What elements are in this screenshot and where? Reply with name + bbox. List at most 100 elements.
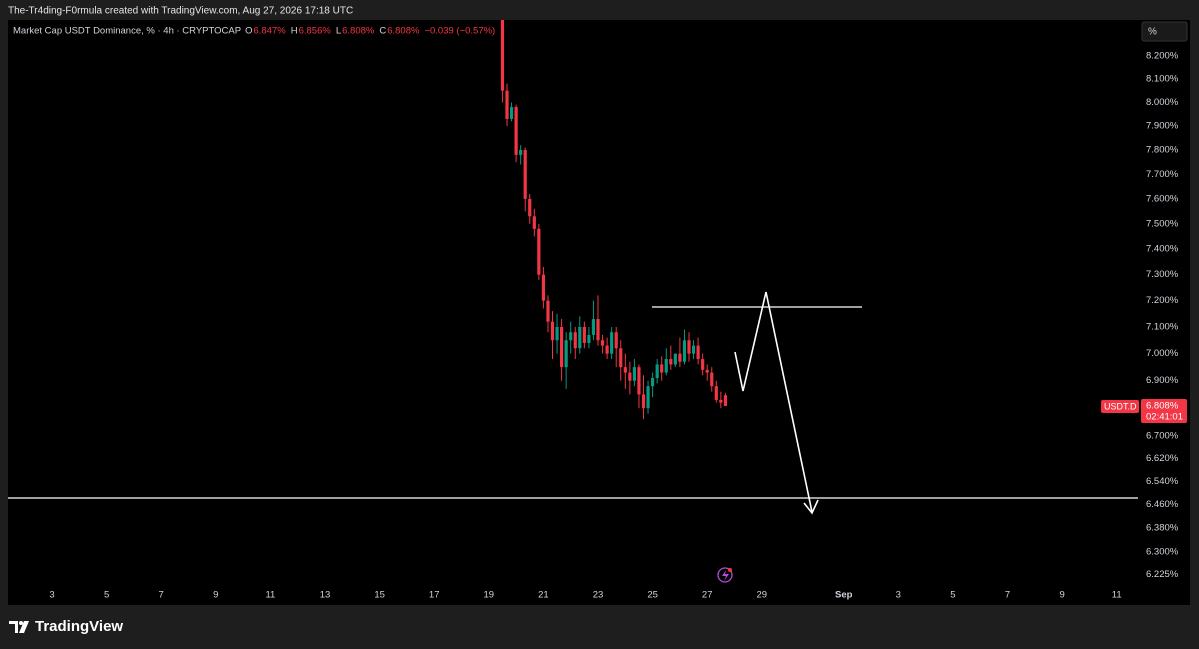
y-tick-label: 6.700% (1146, 431, 1179, 442)
scale-mode-button[interactable] (1141, 21, 1188, 42)
legend: Market Cap USDT Dominance, % · 4h · CRYP… (13, 26, 495, 37)
candle-body (578, 326, 582, 349)
candle-body (605, 345, 609, 354)
x-tick-label: 9 (213, 590, 218, 601)
legend-l: L (336, 26, 341, 37)
attribution: The-Tr4ding-F0rmula created with Trading… (8, 6, 353, 17)
x-tick-label: 15 (374, 590, 385, 601)
countdown: 02:41:01 (1146, 412, 1183, 423)
candle-body (614, 332, 618, 349)
candle-body (532, 216, 536, 229)
symbol-tag-bg (1101, 400, 1139, 413)
y-tick-label: 7.400% (1146, 244, 1179, 255)
x-tick-label: 5 (950, 590, 955, 601)
x-tick-label: 11 (265, 590, 275, 601)
chart-background (8, 20, 1190, 605)
x-tick-label: 9 (1059, 590, 1064, 601)
x-tick-label: 7 (1005, 590, 1010, 601)
candle-body (505, 90, 509, 119)
y-tick-label: 6.225% (1146, 569, 1179, 580)
candle-body (682, 340, 687, 362)
y-tick-label: 6.380% (1146, 523, 1179, 534)
arrow-head (803, 499, 819, 515)
candle-body (714, 386, 718, 400)
candle-body (632, 367, 636, 381)
y-tick-label: 8.000% (1146, 97, 1179, 108)
candle-body (719, 399, 723, 403)
candle-body (696, 345, 700, 360)
plot-area (8, 20, 1138, 583)
candle-body (523, 150, 527, 199)
x-tick-label: 23 (593, 590, 604, 601)
y-tick-label: 7.300% (1146, 269, 1179, 280)
candle-body (587, 334, 591, 343)
candle-body (582, 326, 586, 343)
brand: TradingView (35, 618, 123, 635)
legend-symbol: Market Cap USDT Dominance, % · 4h · CRYP… (13, 26, 241, 37)
x-tick-label: 11 (1112, 590, 1122, 601)
candle-body (600, 340, 605, 346)
candle-body (651, 378, 655, 387)
legend-close: 6.808% (387, 26, 420, 37)
candle-body (669, 359, 673, 365)
candle-body (514, 107, 518, 155)
candle-body (564, 340, 568, 368)
candle-body (705, 369, 709, 373)
legend-o: O (245, 26, 252, 37)
candle-body (550, 321, 555, 341)
candle-body (541, 274, 546, 301)
brand-logo (9, 621, 29, 633)
candle-body (519, 150, 523, 155)
x-tick-label: 13 (320, 590, 331, 601)
legend-h: H (291, 26, 298, 37)
candle-body (664, 359, 668, 373)
candle-body (691, 345, 696, 354)
event-dot (728, 568, 732, 572)
y-tick-label: 7.700% (1146, 169, 1179, 180)
y-tick-label: 8.100% (1146, 74, 1179, 85)
candle-body (596, 319, 600, 341)
candle-body (569, 332, 573, 341)
candle-body (555, 326, 559, 341)
candle-body (591, 319, 596, 335)
candle-body (623, 367, 627, 373)
candle-body (546, 300, 550, 322)
candle-body (619, 348, 623, 368)
y-tick-label: 6.620% (1146, 453, 1179, 464)
candle-body (660, 364, 664, 373)
legend-change: −0.039 (−0.57%) (424, 26, 495, 37)
x-tick-label: 27 (702, 590, 713, 601)
y-tick-label: 7.200% (1146, 295, 1179, 306)
candle-body (610, 332, 614, 354)
x-tick-label: 21 (538, 590, 549, 601)
y-tick-label: 6.460% (1146, 499, 1179, 510)
x-tick-label: Sep (835, 590, 853, 601)
candle-body (500, 20, 505, 91)
y-tick-label: 6.540% (1146, 476, 1179, 487)
candle-body (528, 198, 532, 217)
price-tag-bg (1141, 399, 1187, 423)
symbol-tag: USDT.D (1104, 401, 1137, 411)
event-icon-bolt (722, 570, 729, 581)
x-tick-label: 3 (896, 590, 901, 601)
candle-body (655, 364, 659, 379)
y-tick-label: 8.200% (1146, 50, 1179, 61)
candle-body (573, 332, 577, 349)
candle-body (701, 359, 705, 370)
candle-body (687, 340, 691, 354)
y-tick-label: 7.500% (1146, 218, 1179, 229)
y-tick-label: 6.900% (1146, 375, 1179, 386)
y-tick-label: 7.800% (1146, 145, 1179, 156)
x-tick-label: 7 (159, 590, 164, 601)
candle-body (710, 372, 714, 387)
candle-body (678, 353, 682, 362)
candle-body (537, 228, 541, 275)
y-tick-label: 7.000% (1146, 348, 1179, 359)
candle-body (646, 386, 650, 409)
candle-body (641, 394, 646, 409)
event-icon[interactable] (717, 567, 733, 583)
y-tick-label: 7.600% (1146, 193, 1179, 204)
x-tick-label: 29 (757, 590, 768, 601)
candle-body (509, 107, 514, 119)
